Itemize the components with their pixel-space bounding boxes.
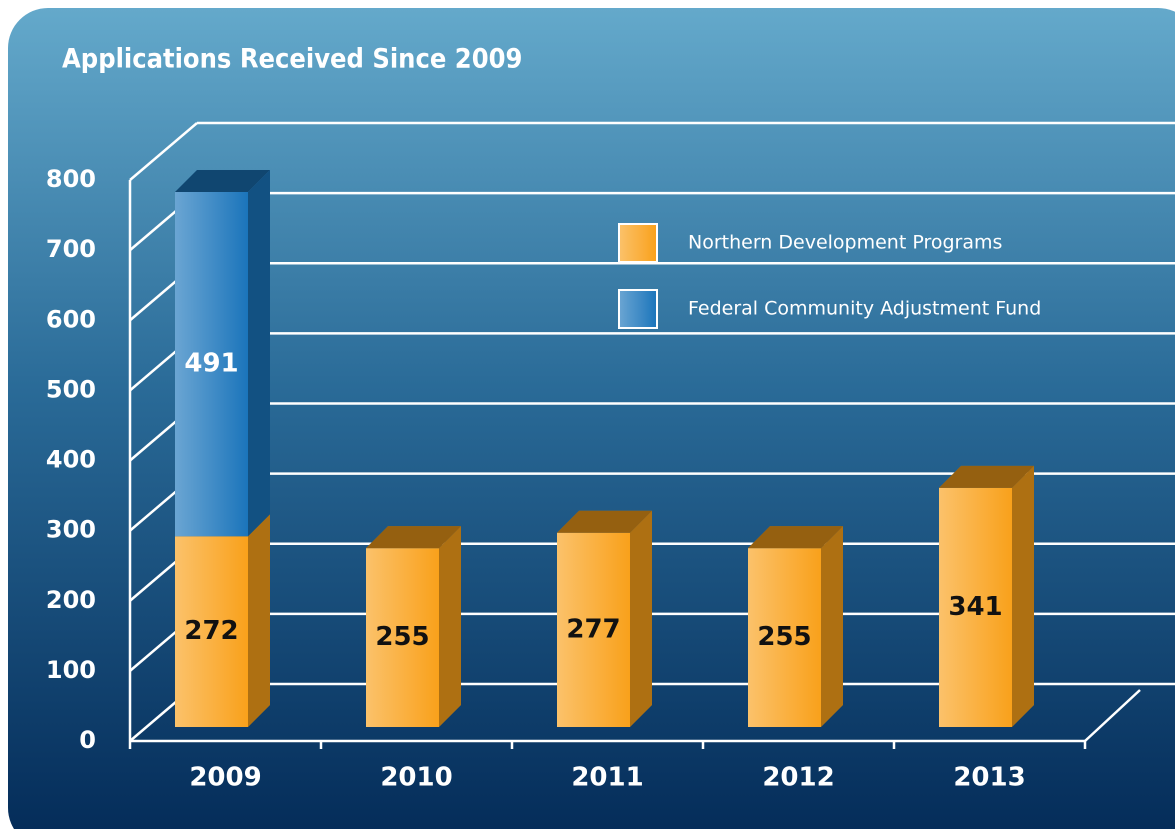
y-tick-label: 600 xyxy=(46,305,96,333)
bar-top xyxy=(557,510,652,533)
bar-side xyxy=(630,510,652,727)
bar-top xyxy=(366,526,461,549)
chart-title: Applications Received Since 2009 xyxy=(62,44,522,75)
legend-swatch-shine xyxy=(619,290,657,328)
bar-shine xyxy=(748,548,821,727)
bar-top-shade xyxy=(557,510,652,533)
plot: 0 100 200 300 400 500 600 700 800 2009 272 491 2010 2… xyxy=(46,121,1175,793)
y-tick-label: 800 xyxy=(46,165,96,193)
bar-top xyxy=(175,169,270,192)
y-tick-label: 100 xyxy=(46,656,96,684)
x-tick-label: 2011 xyxy=(571,763,643,793)
data-label: 341 xyxy=(948,592,1002,622)
bar-top-shade xyxy=(748,526,843,549)
bar-top xyxy=(939,465,1034,488)
bar-side-shade xyxy=(248,514,270,727)
bar-shine xyxy=(175,536,248,727)
bar-shine xyxy=(939,487,1012,727)
bar-side-shade xyxy=(630,510,652,727)
bar-shine xyxy=(366,548,439,727)
bar-side-shade xyxy=(248,169,270,537)
bar-side-shade xyxy=(821,526,843,727)
data-label: 277 xyxy=(566,614,620,644)
bar-top-shade xyxy=(939,465,1034,488)
x-tick-label: 2010 xyxy=(380,763,452,793)
y-tick-label: 200 xyxy=(46,586,96,614)
legend-label: Northern Development Programs xyxy=(688,232,1002,254)
legend-label: Federal Community Adjustment Fund xyxy=(688,298,1041,320)
y-tick-label: 700 xyxy=(46,235,96,263)
floor-edge xyxy=(1084,689,1141,742)
bar-top xyxy=(748,526,843,549)
bar-side xyxy=(248,514,270,727)
x-tick-label: 2009 xyxy=(189,763,261,793)
x-tick-label: 2013 xyxy=(953,763,1025,793)
y-tick-label: 400 xyxy=(46,446,96,474)
data-label: 272 xyxy=(184,616,238,646)
x-tick-label: 2012 xyxy=(762,763,834,793)
y-tick-label: 0 xyxy=(79,726,96,754)
bar-top-shade xyxy=(366,526,461,549)
bar-shine xyxy=(557,532,630,727)
bar-side xyxy=(248,169,270,537)
data-label: 491 xyxy=(184,349,238,379)
bar-side-shade xyxy=(1012,465,1034,727)
data-label: 255 xyxy=(375,622,429,652)
legend-swatch-shine xyxy=(619,224,657,262)
y-tick-label: 500 xyxy=(46,375,96,403)
data-label: 255 xyxy=(757,622,811,652)
y-tick-label: 300 xyxy=(46,516,96,544)
bar-shine xyxy=(175,191,248,537)
bar-side xyxy=(439,526,461,727)
bar-top-shade xyxy=(175,169,270,192)
bar-side xyxy=(821,526,843,727)
bar-side xyxy=(1012,465,1034,727)
background xyxy=(8,8,1175,829)
bar-side-shade xyxy=(439,526,461,727)
grid-line-side xyxy=(129,122,198,181)
